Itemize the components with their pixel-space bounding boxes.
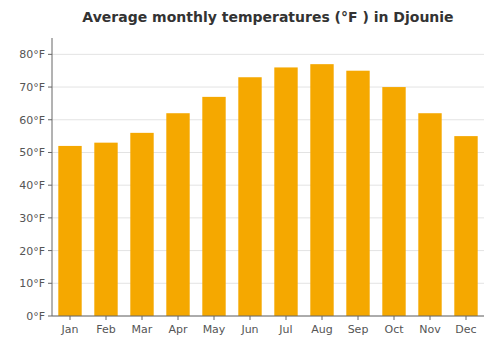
- bar: [454, 136, 477, 316]
- y-tick: [48, 119, 52, 120]
- bar: [382, 87, 405, 316]
- y-tick: [48, 152, 52, 153]
- bar: [346, 71, 369, 316]
- x-tick: [142, 316, 143, 320]
- y-axis-line: [52, 38, 53, 316]
- y-tick-label: 80°F: [19, 48, 45, 61]
- bar: [130, 133, 153, 316]
- y-grid: [52, 54, 484, 316]
- x-tick-label: Nov: [419, 323, 441, 336]
- x-tick: [106, 316, 107, 320]
- y-tick-label: 50°F: [19, 146, 45, 159]
- x-tick: [214, 316, 215, 320]
- y-tick: [48, 87, 52, 88]
- y-tick-label: 60°F: [19, 114, 45, 127]
- x-tick-label: Oct: [384, 323, 404, 336]
- chart-svg: Average monthly temperatures (°F ) in Dj…: [0, 0, 500, 350]
- x-tick-label: Aug: [311, 323, 332, 336]
- x-tick: [322, 316, 323, 320]
- grid-line: [52, 87, 484, 88]
- bar: [166, 113, 189, 316]
- x-tick: [358, 316, 359, 320]
- y-tick: [48, 185, 52, 186]
- x-tick: [70, 316, 71, 320]
- x-tick-label: Mar: [132, 323, 153, 336]
- x-tick-label: Jul: [278, 323, 292, 336]
- x-tick-label: Sep: [348, 323, 369, 336]
- bars: [58, 64, 477, 316]
- chart-container: Average monthly temperatures (°F ) in Dj…: [0, 0, 500, 350]
- bar: [58, 146, 81, 316]
- x-axis-line: [52, 316, 484, 317]
- x-tick: [178, 316, 179, 320]
- bar: [274, 67, 297, 316]
- x-tick-label: May: [203, 323, 226, 336]
- x-tick-label: Jan: [61, 323, 79, 336]
- bar: [202, 97, 225, 316]
- x-tick-label: Feb: [96, 323, 115, 336]
- y-tick-label: 70°F: [19, 81, 45, 94]
- x-tick: [394, 316, 395, 320]
- y-tick-label: 40°F: [19, 179, 45, 192]
- grid-line: [52, 316, 484, 317]
- x-tick: [430, 316, 431, 320]
- x-tick-label: Dec: [455, 323, 476, 336]
- x-tick: [286, 316, 287, 320]
- y-tick: [48, 54, 52, 55]
- y-tick-label: 30°F: [19, 212, 45, 225]
- y-tick: [48, 217, 52, 218]
- y-tick: [48, 316, 52, 317]
- x-tick: [466, 316, 467, 320]
- x-tick: [250, 316, 251, 320]
- bar: [310, 64, 333, 316]
- bar: [418, 113, 441, 316]
- y-tick-label: 0°F: [26, 310, 45, 323]
- y-tick-label: 20°F: [19, 245, 45, 258]
- x-tick-label: Apr: [168, 323, 188, 336]
- y-tick-label: 10°F: [19, 277, 45, 290]
- bar: [94, 143, 117, 316]
- y-tick: [48, 250, 52, 251]
- chart-title: Average monthly temperatures (°F ) in Dj…: [82, 9, 453, 25]
- grid-line: [52, 54, 484, 55]
- y-tick: [48, 283, 52, 284]
- bar: [238, 77, 261, 316]
- x-tick-label: Jun: [240, 323, 258, 336]
